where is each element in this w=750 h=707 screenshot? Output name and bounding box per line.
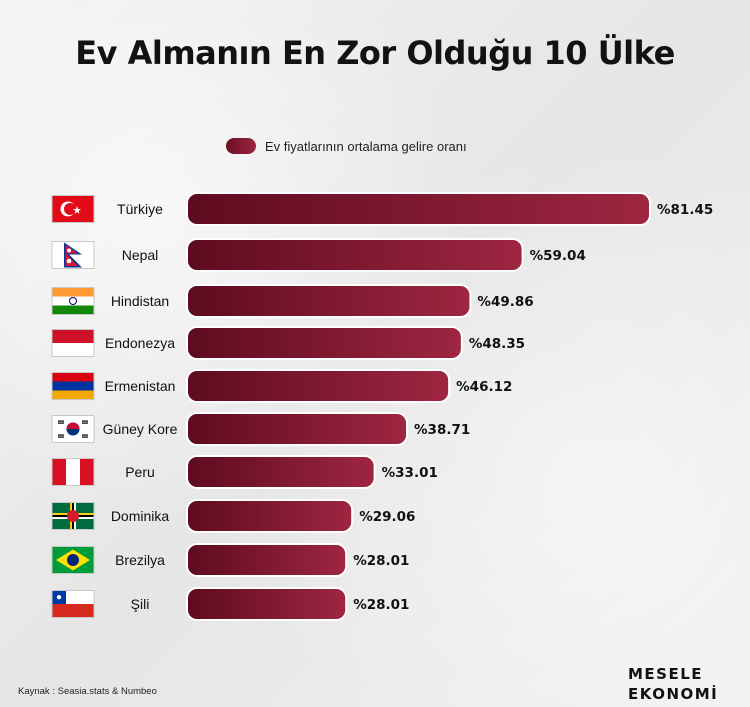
chart-title: Ev Almanın En Zor Olduğu 10 Ülke (75, 34, 675, 72)
country-label: Dominika (111, 508, 170, 524)
country-label: Nepal (122, 247, 159, 263)
bar (186, 326, 463, 360)
nepal-flag-icon (51, 241, 95, 269)
bar (186, 412, 409, 446)
country-label: Türkiye (117, 201, 163, 217)
value-label: %48.35 (469, 336, 525, 352)
value-label: %28.01 (353, 597, 409, 613)
legend-swatch (226, 138, 256, 154)
country-label: Hindistan (111, 293, 169, 309)
legend-label: Ev fiyatlarının ortalama gelire oranı (265, 138, 467, 154)
bar (186, 499, 354, 533)
value-label: %29.06 (359, 509, 415, 525)
bar (186, 455, 376, 489)
value-label: %38.71 (414, 422, 470, 438)
value-label: %49.86 (477, 294, 533, 310)
value-label: %46.12 (456, 379, 512, 395)
brazil-flag-icon (51, 546, 95, 574)
peru-flag-icon (51, 458, 95, 486)
brand-line-1: MESELE (628, 665, 704, 683)
south-korea-flag-icon (51, 415, 95, 443)
country-label: Ermenistan (105, 378, 176, 394)
country-label: Şili (131, 596, 150, 612)
bar (186, 543, 348, 577)
brand-line-2: EKONOMİ (628, 685, 719, 703)
armenia-flag-icon (51, 372, 95, 400)
bar (186, 192, 651, 226)
country-label: Endonezya (105, 335, 175, 351)
bar (186, 369, 451, 403)
value-label: %28.01 (353, 553, 409, 569)
country-label: Peru (125, 464, 155, 480)
bar (186, 284, 472, 318)
source-note: Kaynak : Seasia.stats & Numbeo (18, 686, 157, 697)
country-label: Güney Kore (103, 421, 178, 437)
brand-logo: MESELE EKONOMİ (628, 664, 718, 704)
india-flag-icon (51, 287, 95, 315)
legend: Ev fiyatlarının ortalama gelire oranı (226, 138, 467, 154)
value-label: %59.04 (530, 248, 586, 264)
country-label: Brezilya (115, 552, 165, 568)
turkey-flag-icon (51, 195, 95, 223)
chile-flag-icon (51, 590, 95, 618)
indonesia-flag-icon (51, 329, 95, 357)
dominica-flag-icon (51, 502, 95, 530)
value-label: %33.01 (382, 465, 438, 481)
bar (186, 587, 348, 621)
value-label: %81.45 (657, 202, 713, 218)
bar (186, 238, 524, 272)
